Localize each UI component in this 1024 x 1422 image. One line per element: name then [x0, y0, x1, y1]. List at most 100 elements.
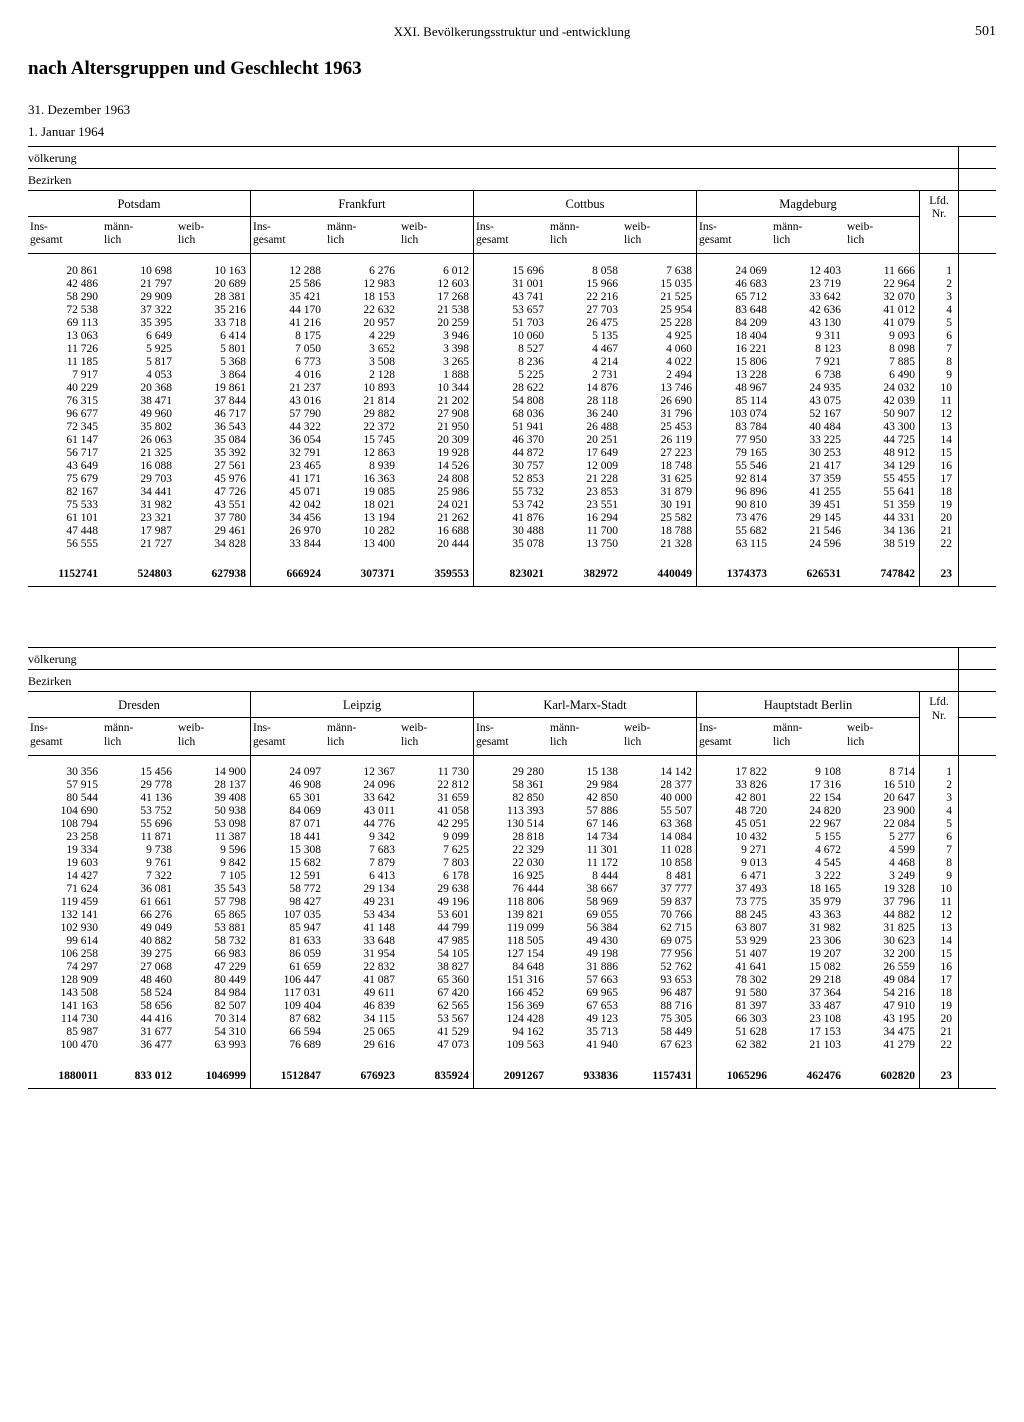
cell: 36 240 — [548, 407, 622, 420]
lfd-nr: 10 — [920, 381, 959, 394]
cell: 57 790 — [251, 407, 326, 420]
cell: 49 198 — [548, 948, 622, 961]
cell: 27 223 — [622, 446, 697, 459]
cell: 35 802 — [102, 420, 176, 433]
cell: 24 808 — [399, 472, 474, 485]
cell: 3 249 — [845, 870, 920, 883]
cell: 54 105 — [399, 948, 474, 961]
cell: 34 441 — [102, 485, 176, 498]
cell: 34 115 — [325, 1013, 399, 1026]
table-row: 143 50858 52484 984117 03149 61167 42016… — [28, 987, 996, 1000]
cell: 58 732 — [176, 935, 251, 948]
cell: 35 078 — [474, 537, 549, 550]
cell: 4 229 — [325, 329, 399, 342]
cell: 32 200 — [845, 948, 920, 961]
cell: 21 325 — [102, 446, 176, 459]
cell: 27 561 — [176, 459, 251, 472]
lfd-nr: 22 — [920, 537, 959, 550]
cell: 20 309 — [399, 433, 474, 446]
cell: 41 171 — [251, 472, 326, 485]
cell: 28 118 — [548, 394, 622, 407]
cell: 43 075 — [771, 394, 845, 407]
cell: 73 775 — [697, 896, 772, 909]
table-row: 71 62436 08135 54358 77229 13429 63876 4… — [28, 883, 996, 896]
cell: 48 720 — [697, 805, 772, 818]
cell: 15 308 — [251, 844, 326, 857]
cell: 70 314 — [176, 1013, 251, 1026]
cell: 75 305 — [622, 1013, 697, 1026]
cell: 8 481 — [622, 870, 697, 883]
table-row: 19 6039 7619 84215 6827 8797 80322 03011… — [28, 857, 996, 870]
total-cell: 524803 — [102, 560, 176, 587]
cell: 86 059 — [251, 948, 326, 961]
table-row: 40 22920 36819 86121 23710 89310 34428 6… — [28, 381, 996, 394]
table-row: 128 90948 46080 449106 44741 08765 36015… — [28, 974, 996, 987]
lfd-nr: 21 — [920, 1026, 959, 1039]
cell: 49 231 — [325, 896, 399, 909]
cell: 87 682 — [251, 1013, 326, 1026]
cell: 11 028 — [622, 844, 697, 857]
cell: 26 690 — [622, 394, 697, 407]
cell: 8 444 — [548, 870, 622, 883]
total-cell: 1046999 — [176, 1062, 251, 1089]
cell: 7 885 — [845, 355, 920, 368]
cell: 24 069 — [697, 264, 772, 277]
cell: 65 301 — [251, 792, 326, 805]
table-row: 76 31538 47137 84443 01621 81421 20254 8… — [28, 394, 996, 407]
cell: 30 757 — [474, 459, 549, 472]
cell: 15 806 — [697, 355, 772, 368]
cell: 76 444 — [474, 883, 549, 896]
lfd-nr: 13 — [920, 420, 959, 433]
total-cell: 2091267 — [474, 1062, 549, 1089]
cell: 22 084 — [845, 818, 920, 831]
lfd-nr: 19 — [920, 1000, 959, 1013]
total-cell: 835924 — [399, 1062, 474, 1089]
cell: 96 896 — [697, 485, 772, 498]
cell: 58 361 — [474, 779, 549, 792]
cell: 47 073 — [399, 1039, 474, 1052]
lfd-nr: 12 — [920, 407, 959, 420]
cell: 20 259 — [399, 316, 474, 329]
cell: 7 683 — [325, 844, 399, 857]
cell: 51 628 — [697, 1026, 772, 1039]
cell: 21 202 — [399, 394, 474, 407]
cell: 114 730 — [28, 1013, 102, 1026]
cell: 16 294 — [548, 511, 622, 524]
cell: 84 209 — [697, 316, 772, 329]
cell: 4 060 — [622, 342, 697, 355]
table-row: 30 35615 45614 90024 09712 36711 73029 2… — [28, 766, 996, 779]
cell: 14 734 — [548, 831, 622, 844]
cell: 65 865 — [176, 909, 251, 922]
table-row: 13 0636 6496 4148 1754 2293 94610 0605 1… — [28, 329, 996, 342]
cell: 37 844 — [176, 394, 251, 407]
cell: 44 882 — [845, 909, 920, 922]
cell: 22 154 — [771, 792, 845, 805]
cell: 31 625 — [622, 472, 697, 485]
cell: 20 444 — [399, 537, 474, 550]
cell: 117 031 — [251, 987, 326, 1000]
table-row: 7 9174 0533 8644 0162 1281 8885 2252 731… — [28, 368, 996, 381]
cell: 88 716 — [622, 1000, 697, 1013]
lfd-nr: 9 — [920, 368, 959, 381]
total-cell: 359553 — [399, 560, 474, 587]
lfd-nr: 1 — [920, 766, 959, 779]
cell: 3 508 — [325, 355, 399, 368]
cell: 65 360 — [399, 974, 474, 987]
cell: 9 842 — [176, 857, 251, 870]
cell: 20 647 — [845, 792, 920, 805]
cell: 29 134 — [325, 883, 399, 896]
cell: 41 876 — [474, 511, 549, 524]
cell: 92 814 — [697, 472, 772, 485]
cell: 18 404 — [697, 329, 772, 342]
lfd-nr: 16 — [920, 961, 959, 974]
cell: 35 421 — [251, 290, 326, 303]
cell: 66 303 — [697, 1013, 772, 1026]
lfd-nr: 15 — [920, 948, 959, 961]
cell: 13 746 — [622, 381, 697, 394]
total-cell: 666924 — [251, 560, 326, 587]
lfd-nr: 12 — [920, 909, 959, 922]
cell: 22 632 — [325, 303, 399, 316]
lfd-nr: 3 — [920, 792, 959, 805]
district-potsdam: Potsdam — [28, 191, 251, 217]
cell: 56 717 — [28, 446, 102, 459]
